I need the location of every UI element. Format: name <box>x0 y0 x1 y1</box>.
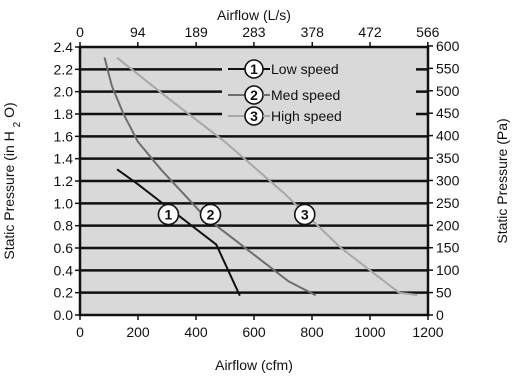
x-tick-label: 800 <box>300 324 324 340</box>
x-tick-label: 1200 <box>412 324 443 340</box>
series-line-2 <box>103 57 316 296</box>
y2-tick-label: 0 <box>436 307 444 323</box>
y2-tick-label: 200 <box>436 217 460 233</box>
y2-tick-label: 100 <box>436 262 460 278</box>
series-marker-number: 2 <box>207 207 215 223</box>
x-tick-label: 1000 <box>354 324 385 340</box>
axis-ticks: 0 200 400 600 800 1000 12000.00.20.40.60.81.01… <box>54 24 460 340</box>
series-marker-number: 3 <box>301 207 309 223</box>
legend: 1 Low speed 2 Med speed 3 High speed <box>222 58 416 127</box>
y2-axis-title: Static Pressure (Pa) <box>494 118 510 243</box>
x-tick-label: 600 <box>242 324 266 340</box>
y-tick-label: 1.8 <box>54 106 74 122</box>
x2-tick-label: 566 <box>416 24 440 40</box>
series-marker-circle <box>199 203 222 226</box>
y-tick-label: 1.0 <box>54 195 74 211</box>
series-marker-circle <box>293 203 316 226</box>
y-axis-title-suffix: O) <box>1 102 17 118</box>
x2-tick-label: 94 <box>130 24 146 40</box>
y-axis-title-subscript: 2 <box>12 121 23 127</box>
y2-tick-label: 550 <box>436 60 460 76</box>
y-tick-label: 2.4 <box>54 39 74 55</box>
y-tick-label: 0.8 <box>54 218 74 234</box>
y-tick-label: 1.6 <box>54 128 74 144</box>
legend-label: High speed <box>271 108 342 124</box>
y-tick-label: 1.2 <box>54 173 74 189</box>
x-tick-label: 0 <box>76 324 84 340</box>
x2-axis-title: Airflow (L/s) <box>217 7 291 23</box>
x-tick-label: 400 <box>184 324 208 340</box>
y-tick-label: 0.4 <box>54 262 74 278</box>
y2-tick-label: 150 <box>436 240 460 256</box>
y-tick-label: 2.2 <box>54 61 74 77</box>
legend-background <box>222 105 416 127</box>
series-number-markers: 1 2 3 <box>157 203 316 226</box>
legend-marker-number: 2 <box>250 87 258 103</box>
x2-tick-label: 472 <box>358 24 382 40</box>
x-tick-label: 200 <box>126 324 150 340</box>
series-marker-number: 1 <box>165 207 173 223</box>
x2-tick-label: 0 <box>76 24 84 40</box>
legend-background <box>222 58 416 80</box>
y-axis-title-prefix: Static Pressure (in H <box>1 131 17 259</box>
y-tick-label: 1.4 <box>54 151 74 167</box>
y2-tick-label: 350 <box>436 150 460 166</box>
x2-tick-label: 189 <box>184 24 208 40</box>
y2-tick-label: 400 <box>436 128 460 144</box>
y2-tick-label: 600 <box>436 38 460 54</box>
y2-tick-label: 250 <box>436 195 460 211</box>
x2-tick-label: 378 <box>301 24 325 40</box>
y2-tick-label: 500 <box>436 83 460 99</box>
x2-tick-label: 283 <box>242 24 266 40</box>
legend-marker-number: 1 <box>250 61 258 77</box>
y2-tick-label: 450 <box>436 105 460 121</box>
legend-label: Low speed <box>271 61 339 77</box>
y-tick-label: 0.0 <box>54 307 74 323</box>
x-axis-title: Airflow (cfm) <box>215 357 293 373</box>
y-tick-label: 0.2 <box>54 285 74 301</box>
y2-tick-label: 300 <box>436 172 460 188</box>
legend-marker-number: 3 <box>250 108 258 124</box>
y-tick-label: 2.0 <box>54 84 74 100</box>
legend-background <box>222 84 416 106</box>
y2-tick-label: 50 <box>436 285 452 301</box>
y-axis-title: Static Pressure (in H 2 O) <box>1 102 23 259</box>
series-marker-circle <box>157 203 180 226</box>
legend-label: Med speed <box>271 87 340 103</box>
y-tick-label: 0.6 <box>54 240 74 256</box>
